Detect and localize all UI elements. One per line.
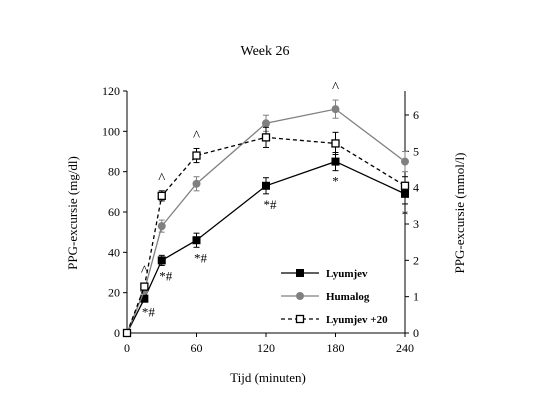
y-tick-label: 40	[108, 245, 120, 259]
legend-marker	[295, 314, 305, 324]
significance-annotation: *#	[159, 268, 173, 283]
significance-annotation: *#	[194, 250, 208, 265]
legend-label: Lyumjev	[326, 268, 368, 280]
y-tick-label: 120	[102, 84, 120, 98]
y-tick-label: 20	[108, 286, 120, 300]
x-tick-label: 240	[396, 341, 414, 355]
significance-annotation: *	[402, 207, 409, 222]
data-point	[262, 119, 270, 128]
significance-annotation: *	[332, 174, 339, 189]
significance-annotation: ^	[193, 128, 200, 144]
data-point	[157, 191, 166, 201]
significance-annotation: *#	[264, 197, 278, 212]
data-point	[401, 157, 409, 166]
y2-tick-label: 4	[413, 181, 419, 195]
y2-tick-label: 1	[413, 290, 419, 304]
y2-tick-label: 6	[413, 108, 419, 122]
data-point	[400, 181, 410, 190]
legend-label: Lyumjev +20	[326, 314, 388, 326]
legend-entry: Lyumjev +20	[281, 314, 388, 326]
y-tick-label: 60	[108, 205, 120, 219]
data-point	[192, 236, 201, 245]
data-point	[331, 105, 340, 114]
x-tick-label: 60	[191, 341, 203, 355]
legend-entry: Lyumjev	[281, 268, 368, 280]
y-axis-label: PPG-excursie (mg/dl)	[65, 156, 80, 270]
data-point	[261, 133, 271, 142]
x-tick-label: 180	[327, 341, 345, 355]
data-point	[192, 151, 201, 160]
data-point	[331, 139, 340, 148]
series-line	[126, 136, 406, 334]
x-tick-label: 0	[124, 341, 130, 355]
y2-axis-label: PPG-excursie (mmol/l)	[452, 153, 467, 274]
y2-tick-label: 0	[413, 326, 419, 340]
data-point	[157, 222, 166, 231]
x-tick-label: 120	[257, 341, 275, 355]
legend-label: Humalog	[326, 291, 370, 303]
legend-entry: Humalog	[281, 291, 370, 303]
y2-tick-label: 5	[413, 144, 419, 158]
data-point	[262, 181, 270, 190]
y-tick-label: 0	[114, 326, 120, 340]
x-axis-label: Tijd (minuten)	[230, 370, 306, 385]
y2-tick-label: 2	[413, 253, 419, 267]
data-point	[157, 256, 166, 265]
series-lyumjev-20	[122, 126, 410, 338]
legend-marker	[296, 269, 304, 277]
chart-title: Week 26	[240, 44, 289, 59]
data-point	[192, 179, 201, 188]
data-point	[122, 328, 132, 338]
data-point	[140, 282, 149, 291]
significance-annotation: *#	[142, 305, 156, 320]
data-point	[331, 157, 340, 166]
y2-tick-label: 3	[413, 217, 419, 231]
significance-annotation: ^	[332, 80, 339, 96]
series-lyumjev	[123, 152, 409, 337]
significance-annotation: ^	[158, 171, 165, 187]
y-tick-label: 80	[108, 165, 120, 179]
legend-marker	[296, 292, 304, 300]
y-tick-label: 100	[102, 124, 120, 138]
significance-annotation: ^	[141, 264, 148, 280]
